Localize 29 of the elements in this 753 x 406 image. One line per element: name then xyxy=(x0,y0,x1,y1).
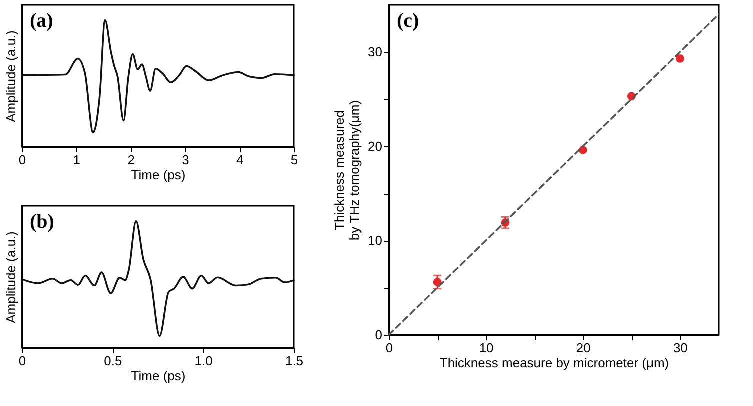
point xyxy=(676,54,684,63)
x-tick-label: 4 xyxy=(236,152,244,168)
x-tick-label: 1 xyxy=(73,152,81,168)
y-axis-title: Amplitude (a.u.) xyxy=(4,232,18,324)
x-tick-label: 0 xyxy=(386,340,394,356)
x-tick-label: 30 xyxy=(673,340,688,356)
x-axis-title: Thickness measure by micrometer (μm) xyxy=(440,356,670,370)
x-axis-title: Time (ps) xyxy=(131,168,186,182)
x-tick-label: 3 xyxy=(182,152,190,168)
x-tick-label: 20 xyxy=(576,340,591,356)
y-axis-title: Amplitude (a.u.) xyxy=(4,30,18,122)
x-tick-label: 1.5 xyxy=(285,354,304,368)
x-tick-label: 0 xyxy=(18,354,26,368)
y-tick-label: 30 xyxy=(368,44,382,60)
x-tick-label: 0.5 xyxy=(104,354,122,368)
annotation: (a) xyxy=(30,10,54,32)
annotation: (b) xyxy=(30,211,54,233)
annotation: (c) xyxy=(397,10,420,32)
x-tick-label: 0 xyxy=(18,152,26,168)
y-tick-label: 10 xyxy=(368,233,382,248)
y-tick-label: 0 xyxy=(375,328,382,342)
x-tick-label: 1.0 xyxy=(194,354,213,368)
x-tick-label: 2 xyxy=(128,152,135,168)
point xyxy=(433,278,442,286)
x-tick-label: 5 xyxy=(290,152,298,168)
x-axis-title: Time (ps) xyxy=(131,368,186,384)
x-tick-label: 10 xyxy=(479,340,494,356)
y-axis-title: Thickness measured by THz tomography(μm) xyxy=(332,100,362,241)
y-tick-label: 20 xyxy=(368,138,382,154)
